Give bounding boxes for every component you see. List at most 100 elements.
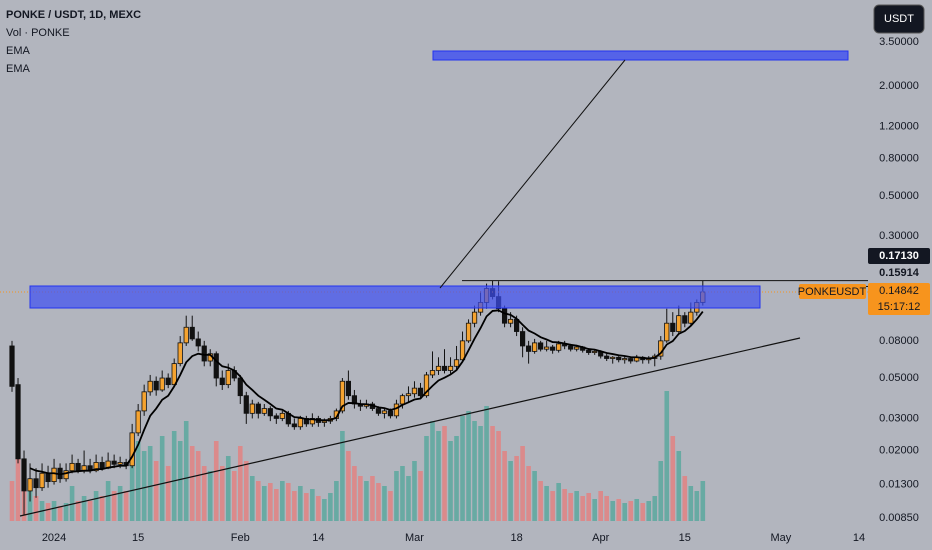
volume-bar [700,481,706,521]
volume-bar [394,471,399,521]
candle-body [345,380,352,397]
candle-body [51,467,57,483]
currency-label[interactable]: USDT [884,13,914,25]
candle-body [279,412,285,419]
volume-bar [274,489,279,521]
candle-body [177,342,183,365]
candle-body [249,403,255,414]
candle-body [393,403,400,417]
y-tick-label: 0.80000 [879,153,919,165]
volume-bar [664,391,670,521]
candle-body [135,410,141,434]
y-tick-label: 0.03000 [879,412,919,424]
volume-bar [442,426,447,521]
volume-bar [75,501,81,521]
volume-bar [382,486,387,521]
candle-body [33,478,39,489]
candle-body [9,345,15,387]
candle-body [219,377,225,386]
volume-bar [93,491,99,521]
volume-bar [15,456,21,521]
volume-bar [153,461,159,521]
volume-bar [460,416,465,521]
candle-body [399,395,406,405]
currency-button[interactable]: USDT [873,4,925,34]
volume-bar [448,441,453,521]
candle-body [171,363,177,386]
volume-bar [538,481,543,521]
last-price-box [868,283,930,315]
volume-bar [616,499,622,521]
y-tick-label: 0.00850 [879,512,919,524]
volume-bar [586,493,591,521]
volume-bar [268,483,273,521]
button-bg[interactable] [873,4,925,34]
volume-bar [694,491,700,521]
candle-body [297,418,303,428]
candle-body [189,326,195,340]
candle-body [465,322,472,342]
volume-bar [27,491,33,521]
drawings [19,50,849,517]
candle-body [39,472,45,489]
volume-bar [682,476,688,521]
volume-bar [532,471,537,521]
volume-bar [514,456,519,521]
volume-bar [424,436,429,521]
volume-bar [117,486,123,521]
candle-body [15,384,21,460]
candle-body [429,370,436,376]
volume-bar [81,496,87,521]
candle-body [676,315,682,332]
x-tick-label: 18 [510,532,522,544]
volume-bar [310,489,315,521]
candle-body [526,345,532,352]
volume-bar [436,431,441,521]
volume-bar [508,461,513,521]
candle-body [195,338,201,347]
volume-bar [262,486,267,521]
candle-body [267,408,273,417]
volume-bar [340,431,345,521]
volume-bar [502,451,507,521]
y-tick-label: 0.30000 [879,230,919,242]
volume-bar [652,496,658,521]
x-tick-label: 15 [679,532,691,544]
volume-bar [622,503,628,521]
axes: 3.50000 2.00000 1.20000 0.80000 0.50000 0.300… [42,36,919,544]
candle-body [616,356,622,361]
candle-body [387,410,394,417]
volume-bar [105,481,111,521]
high-price-box [868,248,930,264]
volume-bar [141,451,147,521]
volume-bar [328,493,333,521]
volume-bar [550,491,555,521]
volume-bar [147,446,153,521]
candle-body [532,342,538,352]
volume-bar [670,436,676,521]
volume-bar [280,481,285,521]
candle-body [670,322,676,332]
volume-bar [352,466,357,521]
candle-body [213,353,219,379]
volume-bar [454,436,459,521]
candle-body [165,377,171,386]
symbol-label: PONKEUSDT [798,286,867,298]
volume-bar [111,491,117,521]
x-tick-label: May [771,532,792,544]
volume-bar [237,446,243,521]
volume-bar [520,446,525,521]
volume-bar [255,481,261,521]
candle-body [381,410,388,414]
candle-body [501,308,508,324]
candle-body [201,345,207,362]
volume-bar [135,441,141,521]
candle-body [111,460,117,465]
candle-body [45,472,51,483]
candle-body [604,355,610,359]
candle-body [520,331,526,347]
volume-bar [51,501,57,521]
volume-bar [430,421,435,521]
